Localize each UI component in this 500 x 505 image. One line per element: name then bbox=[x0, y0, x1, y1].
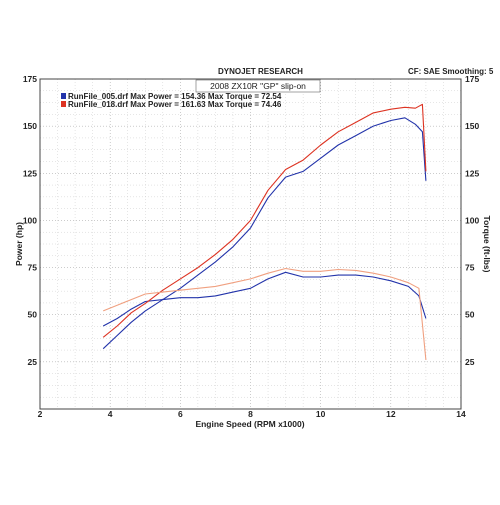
y-tick-label: 150 bbox=[23, 121, 37, 131]
y2-tick-label: 25 bbox=[465, 357, 475, 367]
header-left-label: DYNOJET RESEARCH bbox=[218, 67, 303, 76]
y2-tick-label: 50 bbox=[465, 310, 475, 320]
y2-tick-label: 75 bbox=[465, 263, 475, 273]
legend-entry-runfile-018: RunFile_018.drf Max Power = 161.63 Max T… bbox=[68, 100, 282, 109]
x-axis-ticks: 2 4 6 8 10 12 14 bbox=[38, 409, 466, 419]
y2-tick-label: 125 bbox=[465, 168, 479, 178]
chart-title-box bbox=[195, 79, 321, 93]
y2-tick-label: 150 bbox=[465, 121, 479, 131]
legend-swatch-runfile-018 bbox=[61, 101, 66, 107]
y-tick-label: 125 bbox=[23, 168, 37, 178]
legend-entry-runfile-005: RunFile_005.drf Max Power = 154.36 Max T… bbox=[68, 92, 282, 101]
x-axis-title: Engine Speed (RPM x1000) bbox=[195, 419, 304, 429]
x-tick-label: 14 bbox=[456, 409, 466, 419]
y-tick-label: 25 bbox=[28, 357, 38, 367]
chart-title: 2008 ZX10R "GP" slip-on bbox=[210, 81, 306, 91]
y-axis-right-title: Torque (ft-lbs) bbox=[482, 216, 492, 273]
x-tick-label: 4 bbox=[108, 409, 113, 419]
series-line-2 bbox=[102, 103, 427, 338]
x-tick-label: 6 bbox=[178, 409, 183, 419]
y-axis-left-ticks: 25 50 75 100 125 150 175 bbox=[23, 74, 37, 367]
grid-lines bbox=[39, 78, 462, 410]
y-tick-label: 50 bbox=[28, 310, 38, 320]
y2-tick-label: 175 bbox=[465, 74, 479, 84]
series-layer bbox=[102, 103, 427, 361]
y-tick-label: 175 bbox=[23, 74, 37, 84]
y-axis-left-title: Power (hp) bbox=[14, 222, 24, 266]
y-axis-right-ticks: 25 50 75 100 125 150 175 bbox=[465, 74, 479, 367]
header-right-label: CF: SAE Smoothing: 5 bbox=[408, 67, 494, 76]
legend-swatch-runfile-005 bbox=[61, 93, 66, 99]
y-tick-label: 75 bbox=[28, 263, 38, 273]
x-tick-label: 8 bbox=[248, 409, 253, 419]
y2-tick-label: 100 bbox=[465, 215, 479, 225]
series-line-0 bbox=[102, 117, 427, 350]
series-line-1 bbox=[102, 271, 427, 327]
x-tick-label: 10 bbox=[316, 409, 326, 419]
y-tick-label: 100 bbox=[23, 215, 37, 225]
x-tick-label: 12 bbox=[386, 409, 396, 419]
x-tick-label: 2 bbox=[38, 409, 43, 419]
series-line-3 bbox=[102, 267, 427, 361]
plot-area-frame bbox=[39, 78, 462, 410]
